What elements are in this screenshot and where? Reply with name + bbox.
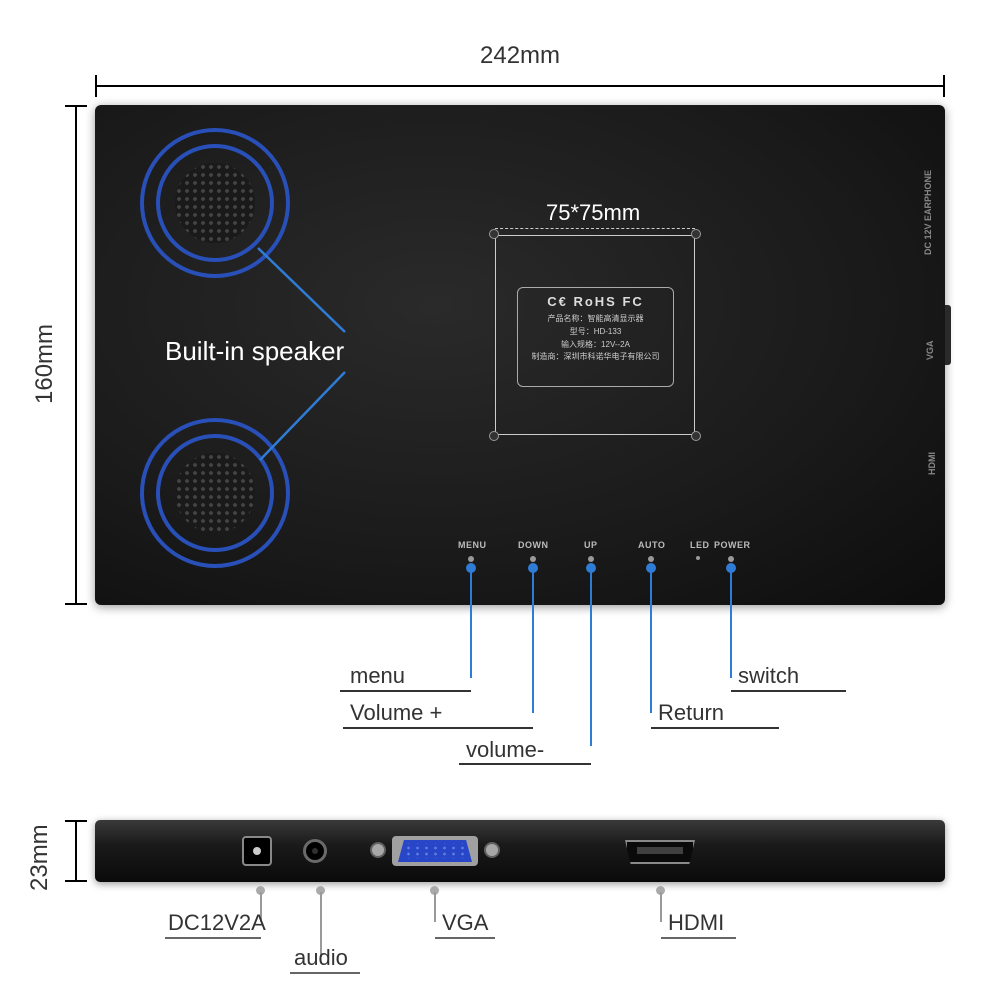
- uline-menu: [340, 690, 471, 692]
- vesa-hole-bl: [489, 431, 499, 441]
- cert-icons: C€ RoHS FC: [522, 294, 669, 309]
- vesa-hole-tl: [489, 229, 499, 239]
- cline-auto: [650, 570, 652, 713]
- puline-audio: [290, 972, 360, 974]
- speaker2-grill: [175, 453, 255, 533]
- audio-port-icon: [303, 839, 327, 863]
- side-port-hdmi: HDMI: [927, 425, 937, 475]
- side-vga-bump: [945, 305, 951, 365]
- width-dim-line: [95, 85, 945, 87]
- width-dim-label: 242mm: [480, 42, 560, 70]
- depth-dim-label: 23mm: [26, 811, 54, 891]
- width-cap-l: [95, 75, 97, 97]
- ctext-menu: menu: [350, 663, 405, 689]
- vesa-hole-br: [691, 431, 701, 441]
- btn-up: UP: [584, 540, 598, 550]
- cert-line-0: 产品名称：智能高清显示器: [522, 313, 669, 326]
- dc-port-icon: [242, 836, 272, 866]
- pline-vga: [434, 892, 436, 922]
- cline-power: [730, 570, 732, 678]
- cert-label-box: C€ RoHS FC 产品名称：智能高清显示器 型号：HD-133 输入规格：1…: [517, 287, 674, 387]
- vesa-hole-tr: [691, 229, 701, 239]
- btn-dot-led: [696, 556, 700, 560]
- btn-dot-power: [728, 556, 734, 562]
- cline-menu: [470, 570, 472, 678]
- height-dim-label: 160mm: [31, 304, 59, 404]
- uline-up: [459, 763, 591, 765]
- btn-dot-menu: [468, 556, 474, 562]
- vga-port-icon: [370, 834, 500, 870]
- puline-hdmi: [661, 937, 736, 939]
- ctext-auto: Return: [658, 700, 724, 726]
- speaker-label: Built-in speaker: [165, 336, 344, 367]
- vesa-label: 75*75mm: [546, 200, 640, 226]
- uline-power: [731, 690, 846, 692]
- width-cap-r: [943, 75, 945, 97]
- ctext-down: Volume +: [350, 700, 442, 726]
- cert-line-1: 型号：HD-133: [522, 326, 669, 339]
- btn-dot-auto: [648, 556, 654, 562]
- plabel-audio: audio: [294, 945, 348, 971]
- btn-menu: MENU: [458, 540, 487, 550]
- cert-line-3: 制造商：深圳市科诺华电子有限公司: [522, 351, 669, 364]
- uline-down: [343, 727, 533, 729]
- puline-vga: [435, 937, 495, 939]
- depth-cap-t: [65, 820, 87, 822]
- cline-up: [590, 570, 592, 746]
- height-dim-line: [75, 105, 77, 605]
- height-cap-b: [65, 603, 87, 605]
- plabel-hdmi: HDMI: [668, 910, 724, 936]
- side-port-earphone: DC 12V EARPHONE: [923, 145, 933, 255]
- plabel-vga: VGA: [442, 910, 488, 936]
- btn-dot-down: [530, 556, 536, 562]
- ctext-up: volume-: [466, 737, 544, 763]
- depth-cap-b: [65, 880, 87, 882]
- vesa-dim-top: [495, 228, 695, 229]
- btn-led: LED: [690, 540, 710, 550]
- cert-line-2: 输入规格：12V--2A: [522, 339, 669, 352]
- device-side-view: [95, 820, 945, 882]
- depth-dim-line: [75, 820, 77, 882]
- puline-dc: [165, 937, 261, 939]
- btn-down: DOWN: [518, 540, 549, 550]
- cline-down: [532, 570, 534, 713]
- speaker1-grill: [175, 163, 255, 243]
- plabel-dc: DC12V2A: [168, 910, 266, 936]
- hdmi-port-icon: [625, 840, 695, 864]
- btn-dot-up: [588, 556, 594, 562]
- uline-auto: [651, 727, 779, 729]
- height-cap-t: [65, 105, 87, 107]
- btn-power: POWER: [714, 540, 751, 550]
- side-port-vga: VGA: [925, 310, 935, 360]
- btn-auto: AUTO: [638, 540, 665, 550]
- pline-hdmi: [660, 892, 662, 922]
- ctext-power: switch: [738, 663, 799, 689]
